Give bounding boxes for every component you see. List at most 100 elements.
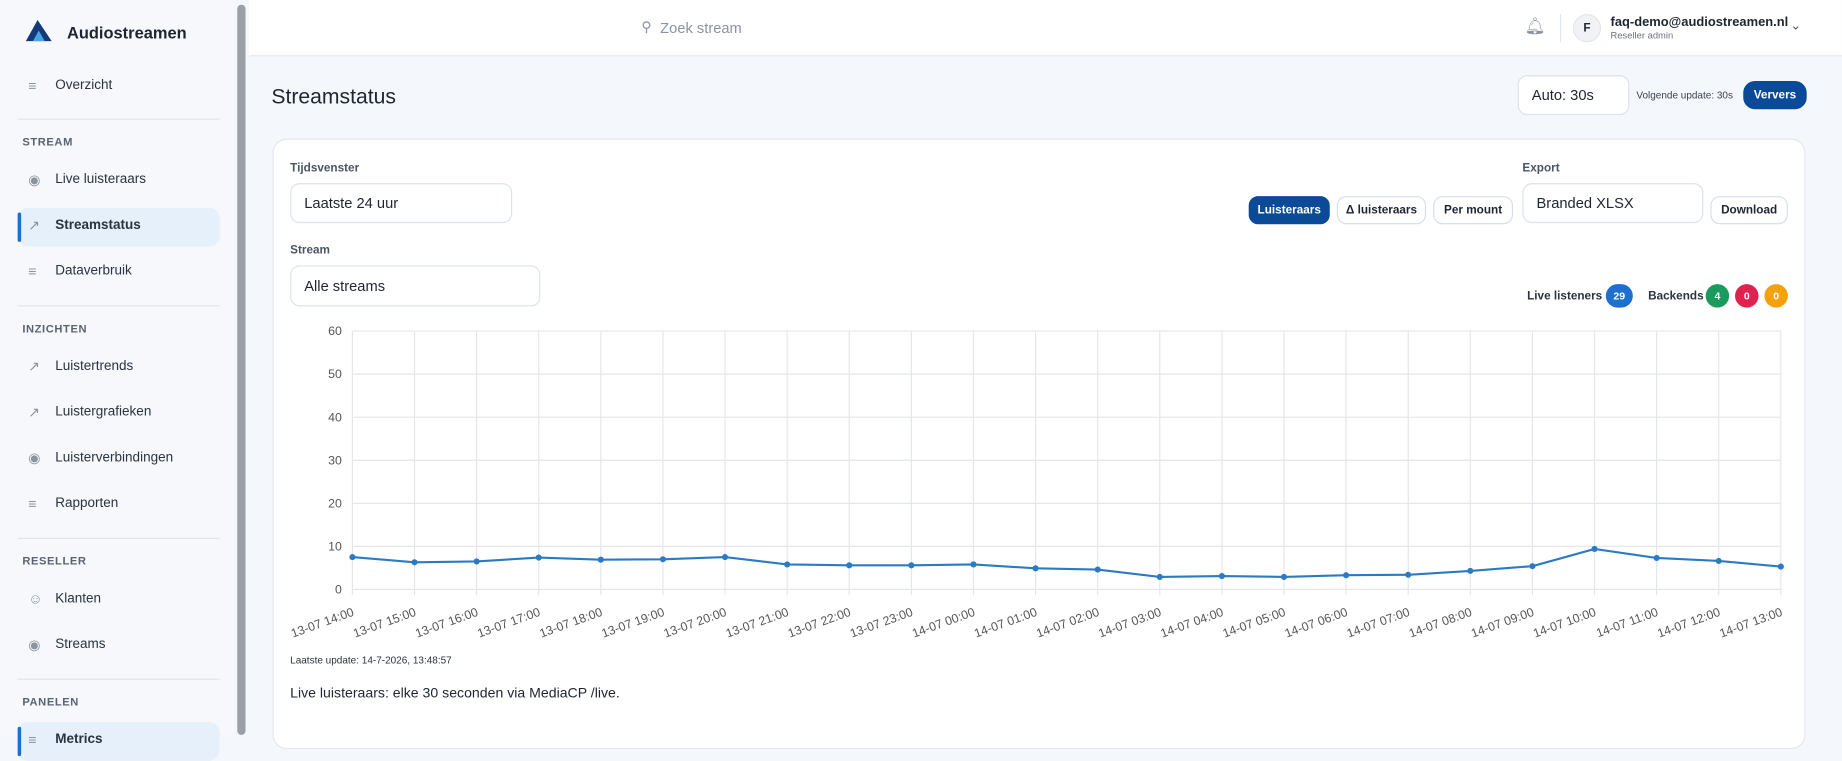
nav-icon: ≡ xyxy=(28,262,37,280)
x-tick-label: 13-07 21:00 xyxy=(724,605,791,641)
x-tick-label: 13-07 17:00 xyxy=(475,605,542,641)
logo xyxy=(25,19,52,42)
x-tick-label: 14-07 01:00 xyxy=(972,605,1039,641)
nav-icon: ◉ xyxy=(28,636,41,653)
line xyxy=(352,547,1781,578)
point xyxy=(1218,572,1225,580)
point xyxy=(473,558,480,565)
divider xyxy=(1560,14,1562,43)
nav-item[interactable]: Dataverbruik xyxy=(55,264,132,279)
point xyxy=(1591,545,1598,552)
nav-section: INZICHTEN xyxy=(22,322,88,336)
menu-caret[interactable]: ⌄ xyxy=(1790,18,1802,33)
bell[interactable]: 🔔︎ xyxy=(1524,16,1546,36)
window-label: Tijdsvenster xyxy=(290,162,360,175)
x-tick-label: 13-07 15:00 xyxy=(351,605,418,641)
search-placeholder[interactable]: Zoek stream xyxy=(660,19,742,37)
view-button[interactable]: Δ luisteraars xyxy=(1336,196,1427,225)
x-tick-label: 13-07 14:00 xyxy=(289,605,356,641)
point xyxy=(1777,563,1784,570)
x-tick-label: 14-07 04:00 xyxy=(1159,605,1226,641)
y-tick-label: 20 xyxy=(328,496,342,510)
nav-item[interactable]: Live luisteraars xyxy=(55,172,147,187)
topbar xyxy=(249,0,1842,57)
nav-item[interactable]: Streams xyxy=(55,637,106,652)
point xyxy=(1032,565,1039,572)
point xyxy=(1156,573,1163,580)
point xyxy=(784,561,791,568)
nav-icon: ≡ xyxy=(28,731,37,748)
x-tick-label: 14-07 02:00 xyxy=(1034,605,1101,641)
x-tick-label: 14-07 11:00 xyxy=(1594,605,1660,640)
x-tick-label: 14-07 13:00 xyxy=(1718,605,1785,641)
x-tick-label: 14-07 12:00 xyxy=(1655,605,1722,641)
point xyxy=(411,559,418,566)
point xyxy=(1653,554,1660,562)
nav-item[interactable]: Overzicht xyxy=(55,78,113,93)
auto-select[interactable]: Auto: 30s xyxy=(1517,75,1630,116)
point xyxy=(349,554,356,561)
window-select[interactable]: Laatste 24 uur xyxy=(290,183,513,224)
x-tick-label: 14-07 05:00 xyxy=(1221,605,1288,641)
nav-section: STREAM xyxy=(22,136,73,150)
nav-item[interactable]: Luistergrafieken xyxy=(55,405,152,420)
download-button[interactable]: Download xyxy=(1710,196,1788,225)
last-update: Laatste update: 14-7-2026, 13:48:57 xyxy=(290,653,452,666)
y-tick-label: 50 xyxy=(328,367,342,381)
live-badge: 29 xyxy=(1605,284,1633,308)
nav-item[interactable]: Luistertrends xyxy=(55,359,134,374)
x-tick-label: 14-07 10:00 xyxy=(1531,605,1598,641)
x-tick-label: 14-07 00:00 xyxy=(910,605,977,641)
nav-icon: ↗ xyxy=(28,358,41,375)
x-tick-label: 13-07 22:00 xyxy=(786,605,853,641)
nav-item[interactable]: Rapporten xyxy=(55,496,119,511)
x-tick-label: 14-07 08:00 xyxy=(1407,605,1474,641)
nav-item[interactable]: Luisterverbindingen xyxy=(55,450,174,465)
active-item-bg xyxy=(17,207,220,247)
nav-section: RESELLER xyxy=(22,555,87,569)
nav-section: PANELEN xyxy=(22,696,79,710)
point xyxy=(1280,573,1288,580)
active-item-bar xyxy=(17,726,22,757)
role: Reseller admin xyxy=(1610,30,1674,42)
active-item-bg xyxy=(17,722,220,761)
x-tick-label: 14-07 06:00 xyxy=(1283,605,1350,641)
card xyxy=(272,138,1806,750)
avatar[interactable]: F xyxy=(1572,14,1602,43)
nav-divider xyxy=(17,305,220,307)
sidebar xyxy=(0,0,235,735)
y-tick-label: 60 xyxy=(328,324,342,338)
nav-icon: ↗ xyxy=(28,217,41,234)
nav-icon: ◉ xyxy=(28,449,41,467)
live-label: Live listeners xyxy=(1527,290,1603,303)
x-tick-label: 14-07 09:00 xyxy=(1469,605,1536,641)
active-item-bar xyxy=(17,212,22,242)
backend-badge: 4 xyxy=(1705,284,1730,308)
backend-badge: 0 xyxy=(1735,284,1759,308)
view-button[interactable]: Per mount xyxy=(1433,196,1514,225)
point xyxy=(659,556,666,563)
nav-item[interactable]: Streamstatus xyxy=(55,218,141,233)
point xyxy=(1715,557,1722,565)
x-tick-label: 13-07 20:00 xyxy=(662,605,729,641)
nav-divider xyxy=(17,118,220,120)
footnote: Live luisteraars: elke 30 seconden via M… xyxy=(290,684,620,701)
refresh-button[interactable]: Ververs xyxy=(1743,81,1807,110)
scrollbar xyxy=(237,4,246,735)
page-title: Streamstatus xyxy=(271,84,396,109)
point xyxy=(1467,567,1474,574)
stream-select[interactable]: Alle streams xyxy=(290,265,541,307)
backends-label: Backends xyxy=(1648,290,1704,303)
nav-item[interactable]: Klanten xyxy=(55,591,102,606)
nav-icon: ≡ xyxy=(28,495,37,512)
point xyxy=(721,554,729,561)
nav-icon: ≡ xyxy=(28,77,37,94)
y-tick-label: 40 xyxy=(328,410,342,424)
view-button[interactable]: Luisteraars xyxy=(1248,196,1330,225)
nav-divider xyxy=(17,678,220,680)
search-icon: ⚲ xyxy=(641,18,652,36)
backend-badge: 0 xyxy=(1764,284,1788,308)
export-select[interactable]: Branded XLSX xyxy=(1522,183,1704,224)
